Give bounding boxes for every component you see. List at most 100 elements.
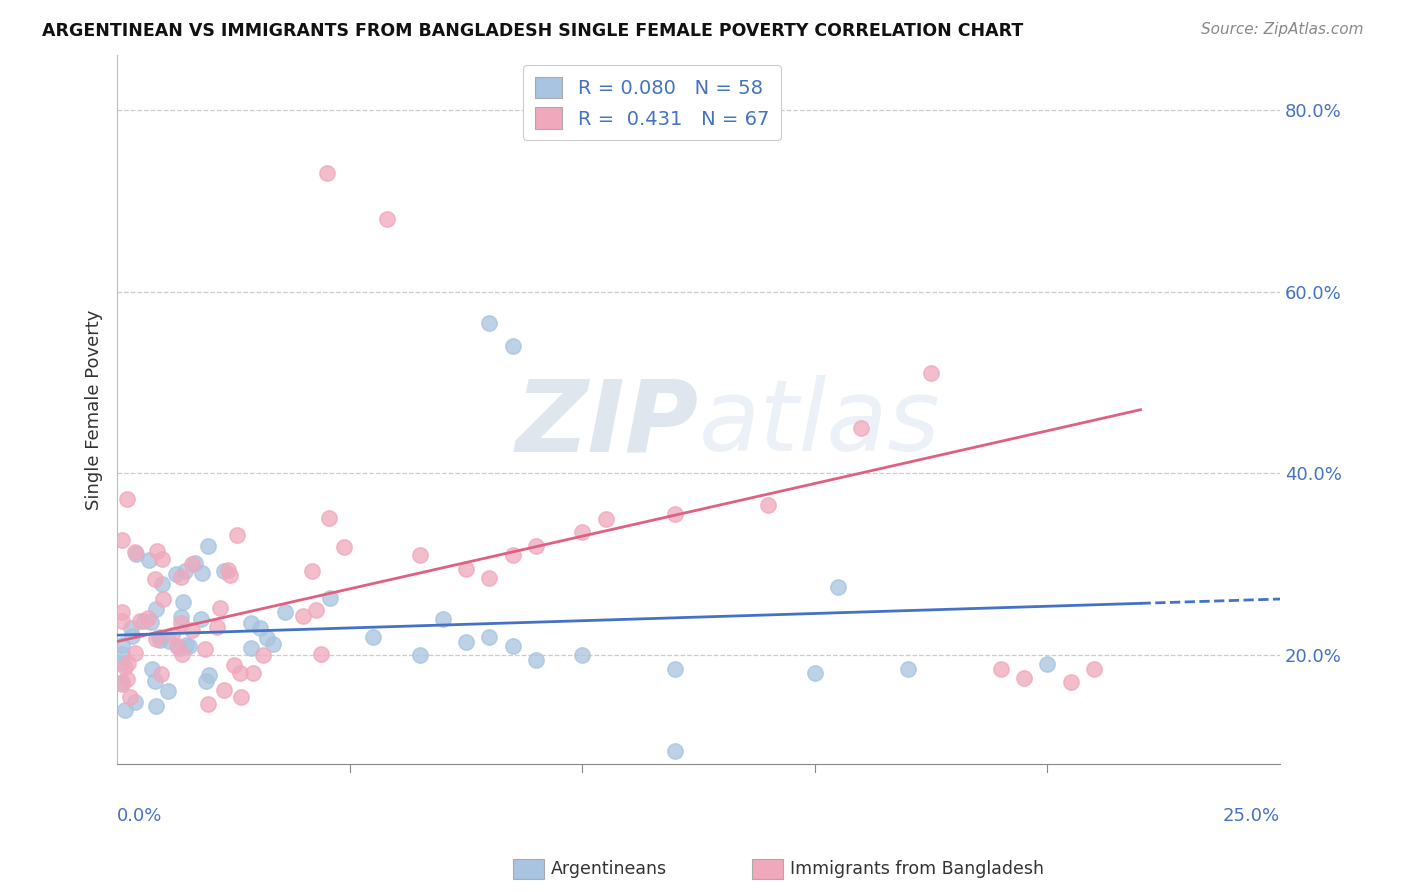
Point <box>111 677 134 691</box>
Point <box>524 539 547 553</box>
Point <box>333 540 356 554</box>
Point <box>197 668 219 682</box>
Point <box>190 566 212 580</box>
Point <box>197 539 219 553</box>
Point <box>319 591 342 605</box>
Point <box>145 699 167 714</box>
Point <box>205 620 228 634</box>
Point <box>120 621 142 635</box>
Point <box>408 548 430 562</box>
Point <box>827 580 849 594</box>
Point <box>262 637 284 651</box>
Point <box>149 632 172 647</box>
Point <box>990 662 1012 676</box>
Point <box>240 615 263 630</box>
Point <box>111 657 134 671</box>
Point <box>249 621 271 635</box>
Point <box>217 563 239 577</box>
Point <box>172 647 194 661</box>
Point <box>408 648 430 662</box>
Point <box>1060 675 1083 690</box>
Point <box>318 511 340 525</box>
Point <box>375 211 398 226</box>
Point <box>226 527 249 541</box>
Point <box>502 339 524 353</box>
Point <box>166 639 188 653</box>
Point <box>502 639 524 653</box>
Point <box>172 595 194 609</box>
Text: atlas: atlas <box>699 376 941 473</box>
Point <box>252 648 274 662</box>
Text: 0.0%: 0.0% <box>117 807 163 825</box>
Text: Argentineans: Argentineans <box>551 860 668 878</box>
Point <box>138 553 160 567</box>
Point <box>117 656 139 670</box>
Point <box>194 641 217 656</box>
Point <box>218 568 240 582</box>
Point <box>256 631 278 645</box>
Point <box>190 612 212 626</box>
Point <box>432 612 454 626</box>
Point <box>157 634 180 648</box>
Point <box>160 628 183 642</box>
Point <box>454 634 477 648</box>
Point <box>291 609 314 624</box>
Point <box>132 615 155 629</box>
Text: Source: ZipAtlas.com: Source: ZipAtlas.com <box>1201 22 1364 37</box>
Point <box>361 630 384 644</box>
Text: Immigrants from Bangladesh: Immigrants from Bangladesh <box>790 860 1045 878</box>
Point <box>128 614 150 628</box>
Point <box>197 697 219 711</box>
Point <box>143 572 166 586</box>
Point <box>120 690 142 705</box>
Point <box>664 508 686 522</box>
Point <box>136 611 159 625</box>
Point <box>502 548 524 562</box>
Point <box>165 566 187 581</box>
Point <box>273 605 295 619</box>
Point <box>150 552 173 566</box>
Point <box>229 666 252 681</box>
Point <box>1012 671 1035 685</box>
Text: ZIP: ZIP <box>516 376 699 473</box>
Point <box>124 646 146 660</box>
Point <box>920 367 942 381</box>
Point <box>143 674 166 689</box>
Point <box>150 576 173 591</box>
Point <box>170 616 193 631</box>
Point <box>124 544 146 558</box>
Point <box>145 544 167 558</box>
Point <box>139 615 162 629</box>
Point <box>174 564 197 578</box>
Point <box>478 316 501 330</box>
Point <box>664 662 686 676</box>
Point <box>114 660 136 674</box>
Text: ARGENTINEAN VS IMMIGRANTS FROM BANGLADESH SINGLE FEMALE POVERTY CORRELATION CHAR: ARGENTINEAN VS IMMIGRANTS FROM BANGLADES… <box>42 22 1024 40</box>
Point <box>145 632 167 647</box>
Point <box>145 602 167 616</box>
Point <box>478 571 501 585</box>
Point <box>897 662 920 676</box>
Point <box>758 498 780 512</box>
Point <box>115 492 138 507</box>
Text: 25.0%: 25.0% <box>1223 807 1279 825</box>
Point <box>240 640 263 655</box>
Point <box>111 638 134 652</box>
Point <box>1083 662 1105 676</box>
Point <box>111 647 134 661</box>
Point <box>114 703 136 717</box>
Point <box>195 673 218 688</box>
Point <box>454 562 477 576</box>
Point <box>111 674 134 689</box>
Point <box>177 639 200 653</box>
Point <box>124 695 146 709</box>
Point <box>181 623 204 637</box>
Point <box>157 684 180 698</box>
Legend: R = 0.080   N = 58, R =  0.431   N = 67: R = 0.080 N = 58, R = 0.431 N = 67 <box>523 65 780 140</box>
Point <box>176 638 198 652</box>
Y-axis label: Single Female Poverty: Single Female Poverty <box>86 310 103 510</box>
Point <box>141 662 163 676</box>
Point <box>111 614 134 628</box>
Point <box>170 570 193 584</box>
Point <box>229 690 252 704</box>
